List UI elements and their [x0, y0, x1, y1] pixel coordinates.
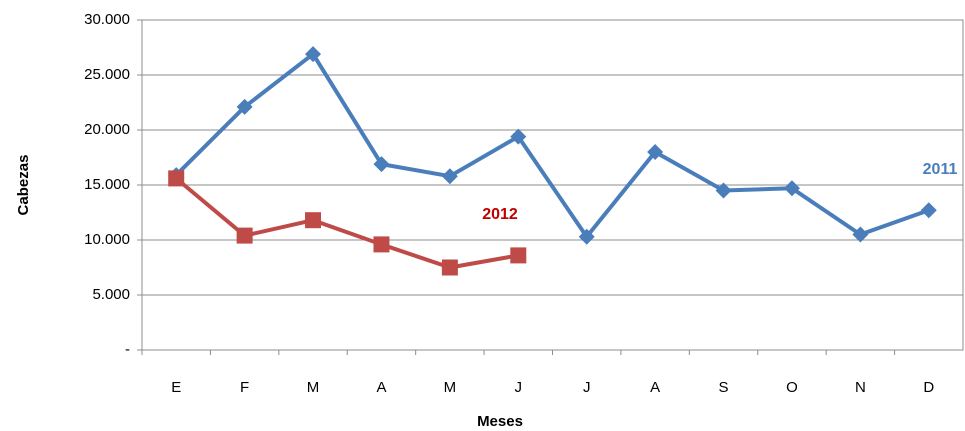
x-tick-label: J: [515, 379, 523, 396]
y-tick-label: 5.000: [92, 286, 130, 303]
y-tick-label: 15.000: [84, 176, 130, 193]
marker: [647, 144, 664, 160]
x-tick-label: D: [923, 379, 934, 396]
marker: [578, 228, 595, 245]
x-tick-label: M: [307, 379, 320, 396]
x-tick-label: M: [444, 379, 457, 396]
marker: [441, 259, 458, 276]
x-axis-label: Meses: [477, 413, 523, 430]
y-axis-label: Cabezas: [15, 155, 32, 216]
x-tick-label: A: [376, 379, 386, 396]
marker: [373, 236, 390, 253]
marker: [852, 226, 869, 243]
marker: [920, 202, 937, 219]
x-tick-label: A: [650, 379, 660, 396]
y-tick-label: 30.000: [84, 11, 130, 28]
y-tick-label: -: [125, 341, 130, 358]
x-tick-label: J: [583, 379, 591, 396]
series-line: [174, 52, 930, 239]
marker: [783, 180, 800, 197]
x-tick-label: E: [171, 379, 181, 396]
x-tick-label: S: [719, 379, 729, 396]
series-label: 2012: [482, 206, 518, 223]
marker: [373, 156, 390, 173]
y-tick-label: 20.000: [84, 121, 130, 138]
marker: [441, 168, 458, 185]
marker: [715, 182, 732, 199]
marker: [510, 247, 527, 264]
x-tick-label: N: [855, 379, 866, 396]
plot-area: [141, 19, 964, 351]
marker: [510, 128, 527, 145]
series-line: [174, 176, 519, 270]
marker: [168, 170, 185, 187]
x-tick-label: F: [240, 379, 249, 396]
series-label: 2011: [923, 161, 958, 178]
y-tick-label: 10.000: [84, 231, 130, 248]
y-tick-label: 25.000: [84, 66, 130, 83]
marker: [236, 98, 253, 115]
x-tick-label: O: [786, 379, 798, 396]
marker: [236, 227, 253, 244]
marker: [305, 46, 322, 63]
marker: [305, 212, 322, 229]
